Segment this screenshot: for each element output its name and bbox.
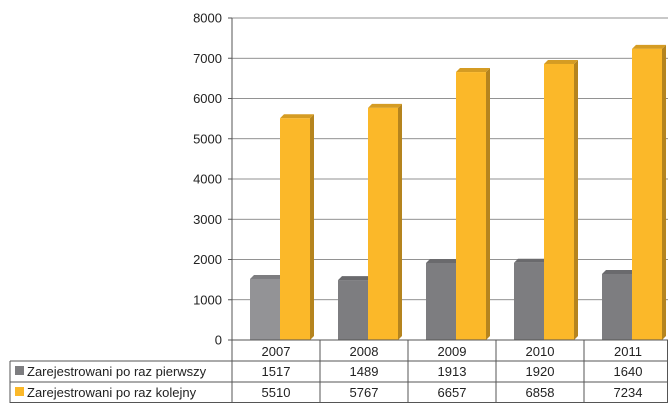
bar-series-2-top [368, 103, 402, 108]
bar-series-1-front [338, 280, 368, 340]
bar-series-2-top [544, 59, 578, 64]
bar-series-1-front [602, 273, 632, 340]
bar-series-2-front [368, 107, 398, 340]
bar-series-2-side [310, 114, 314, 340]
bar-series-1-top [250, 274, 284, 279]
x-tick-label: 2007 [262, 344, 291, 359]
bar-series-2-top [456, 68, 490, 73]
y-tick-label: 4000 [193, 172, 222, 187]
bar-series-2-front [456, 72, 486, 340]
bar-series-2-side [398, 103, 402, 340]
data-label: 7234 [614, 385, 643, 400]
x-tick-label: 2010 [526, 344, 555, 359]
bar-series-1-front [514, 262, 544, 340]
y-tick-label: 6000 [193, 91, 222, 106]
bar-series-2-top [632, 44, 666, 49]
bar-series-2-front [632, 48, 662, 340]
y-tick-label: 8000 [193, 11, 222, 26]
legend-label: Zarejestrowani po raz kolejny [27, 385, 197, 400]
data-label: 6858 [526, 385, 555, 400]
bar-series-2-side [486, 68, 490, 340]
y-tick-label: 3000 [193, 212, 222, 227]
data-label: 1489 [350, 364, 379, 379]
legend-swatch [15, 366, 24, 375]
bar-series-1-top [426, 259, 460, 264]
x-tick-label: 2008 [350, 344, 379, 359]
bar-series-2-top [280, 114, 314, 119]
bar-series-1 [250, 274, 284, 340]
legend-swatch [15, 387, 24, 396]
y-tick-label: 0 [215, 333, 222, 348]
data-label: 5510 [262, 385, 291, 400]
legend-label: Zarejestrowani po raz pierwszy [27, 364, 207, 379]
bar-series-2 [280, 114, 314, 340]
bar-series-1-top [602, 269, 636, 274]
data-label: 1920 [526, 364, 555, 379]
data-label: 6657 [438, 385, 467, 400]
bar-series-2-side [662, 44, 666, 340]
bar-series-2 [456, 68, 490, 340]
y-axis-tick-labels: 0 1000 2000 3000 4000 5000 6000 7000 8000 [193, 11, 222, 348]
bar-series-1-top [338, 276, 372, 281]
x-tick-label: 2009 [438, 344, 467, 359]
bar-series-1-front [250, 278, 280, 340]
data-table: 2007 2008 2009 2010 2011 Zarejestrowani po ra… [9, 339, 668, 403]
y-tick-label: 5000 [193, 131, 222, 146]
bar-series-1 [602, 269, 636, 340]
bar-series-2 [368, 103, 402, 340]
bars [250, 44, 666, 340]
x-tick-label: 2011 [614, 344, 642, 359]
y-tick-label: 1000 [193, 292, 222, 307]
bar-series-2-side [574, 59, 578, 340]
data-label: 1640 [614, 364, 643, 379]
bar-series-2-front [544, 63, 574, 340]
bar-series-1 [426, 259, 460, 340]
bar-series-2 [544, 59, 578, 340]
bar-series-1 [514, 258, 548, 340]
y-tick-label: 2000 [193, 252, 222, 267]
data-label: 1913 [438, 364, 467, 379]
y-tick-label: 7000 [193, 51, 222, 66]
bar-series-2-front [280, 118, 310, 340]
bar-series-1 [338, 276, 372, 340]
data-label: 1517 [262, 364, 291, 379]
bar-series-1-front [426, 263, 456, 340]
bar-series-1-top [514, 258, 548, 263]
bar-series-2 [632, 44, 666, 340]
data-label: 5767 [350, 385, 379, 400]
